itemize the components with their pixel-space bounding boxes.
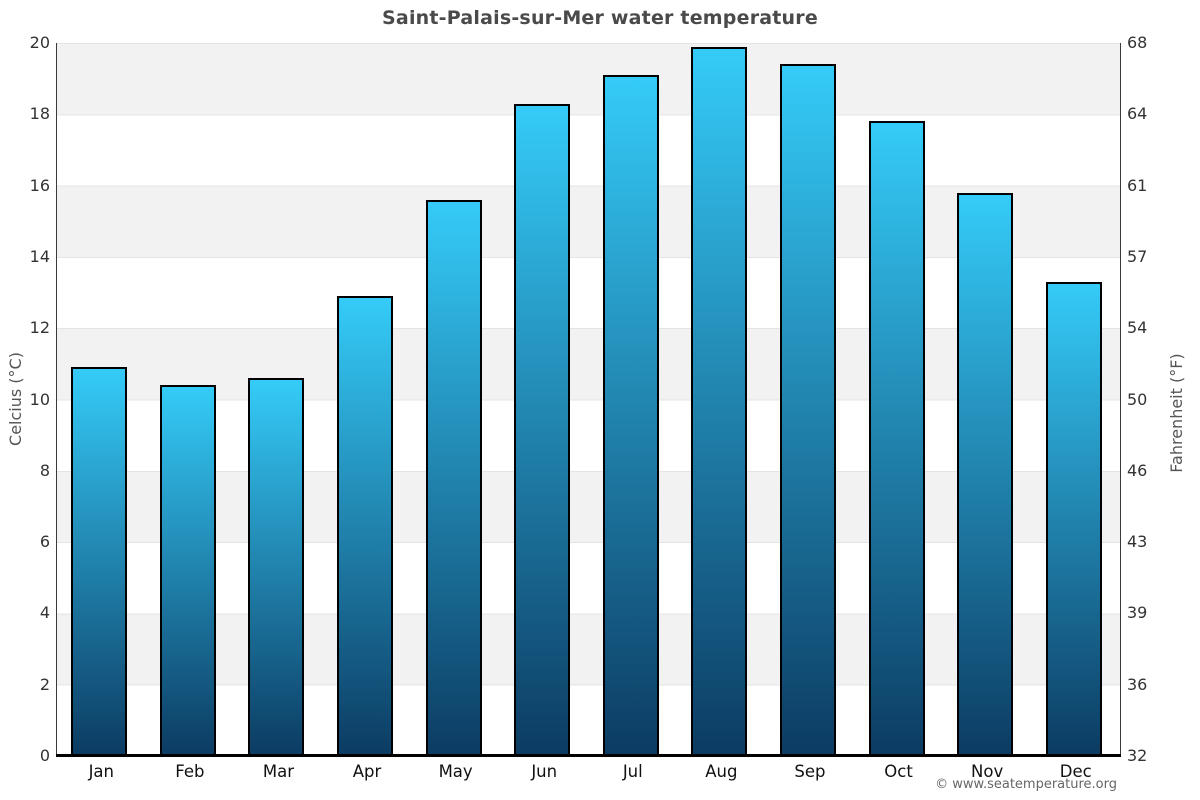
fahrenheit-tick: 32	[1127, 746, 1148, 765]
bar-aug	[691, 46, 748, 756]
fahrenheit-tick: 57	[1127, 246, 1148, 266]
celsius-tick: 18	[29, 104, 50, 124]
bar-jun	[514, 103, 571, 756]
fahrenheit-tick: 36	[1127, 674, 1148, 694]
celsius-tick: 4	[39, 603, 50, 623]
gridlines	[57, 43, 1120, 756]
fahrenheit-tick: 50	[1127, 389, 1148, 409]
fahrenheit-tick: 68	[1127, 33, 1148, 52]
month-label-aug: Aug	[705, 762, 738, 781]
bar-jan	[71, 367, 128, 756]
month-label-jan: Jan	[88, 762, 114, 781]
celsius-tick: 0	[39, 746, 50, 765]
month-label-jul: Jul	[622, 762, 643, 781]
celsius-tick: 20	[29, 33, 50, 52]
fahrenheit-tick: 46	[1127, 460, 1148, 480]
bar-jul	[602, 75, 659, 756]
celsius-tick: 12	[29, 318, 50, 338]
month-label-nov: Nov	[971, 762, 1004, 781]
plot-area	[56, 43, 1121, 757]
bar-mar	[248, 378, 305, 756]
fahrenheit-tick-labels: 68 64 61 57 54 50 46 43 39 36 32	[1127, 34, 1187, 765]
right-axis-line	[1120, 43, 1121, 756]
fahrenheit-tick: 61	[1127, 175, 1148, 195]
month-label-dec: Dec	[1059, 762, 1092, 781]
month-label-may: May	[438, 762, 473, 781]
month-label-oct: Oct	[884, 762, 913, 781]
left-axis-line	[56, 43, 57, 756]
celsius-tick: 14	[29, 246, 50, 266]
celsius-tick: 16	[29, 175, 50, 195]
month-label-feb: Feb	[175, 762, 205, 781]
x-axis-line	[56, 754, 1121, 757]
bar-feb	[159, 385, 216, 756]
celsius-tick: 8	[39, 460, 50, 480]
bar-apr	[337, 296, 394, 756]
chart-title: Saint-Palais-sur-Mer water temperature	[382, 7, 818, 29]
bar-sep	[779, 64, 836, 756]
celsius-tick: 6	[39, 532, 50, 552]
fahrenheit-tick: 54	[1127, 318, 1148, 338]
bar-dec	[1045, 281, 1102, 756]
copyright-credit: © www.seatemperature.org	[935, 777, 1117, 792]
month-label-sep: Sep	[794, 762, 826, 781]
month-label-mar: Mar	[262, 762, 295, 781]
celsius-tick: 2	[39, 674, 50, 694]
bar-oct	[868, 121, 925, 756]
celsius-tick-labels: 20 18 16 14 12 10 8 6 4 2 0	[0, 34, 50, 765]
celsius-tick: 10	[29, 389, 50, 409]
fahrenheit-tick: 64	[1127, 104, 1148, 124]
fahrenheit-tick: 39	[1127, 603, 1148, 623]
month-label-jun: Jun	[531, 762, 558, 781]
fahrenheit-tick: 43	[1127, 532, 1148, 552]
bar-nov	[957, 192, 1014, 756]
month-labels: Jan Feb Mar Apr May Jun Jul Aug Sep Oct Nov Dec	[57, 762, 1120, 784]
bar-may	[425, 199, 482, 756]
month-label-apr: Apr	[352, 762, 382, 781]
